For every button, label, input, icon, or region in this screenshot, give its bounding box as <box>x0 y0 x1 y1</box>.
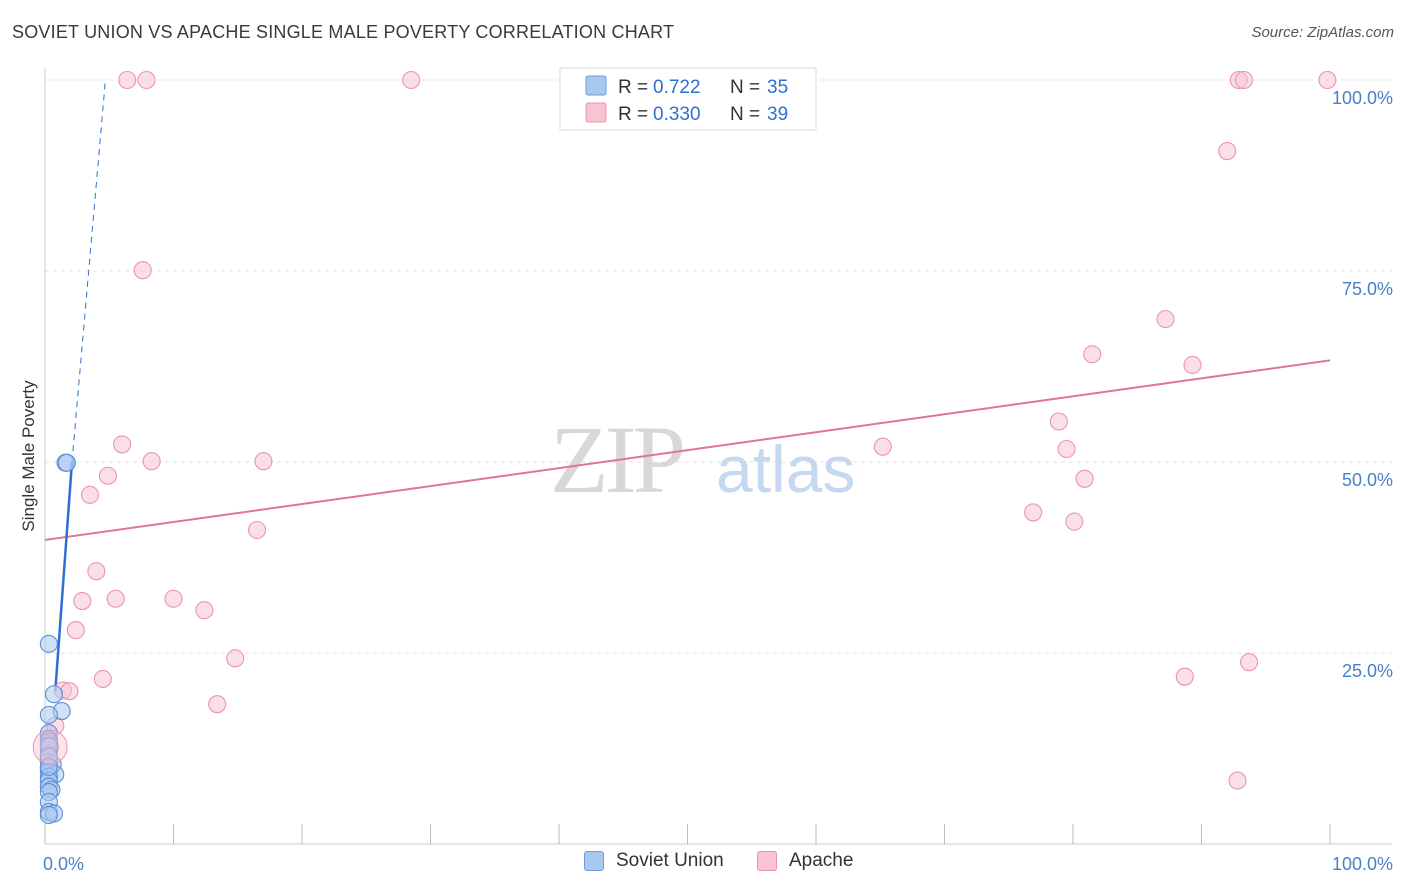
watermark: ZIP atlas <box>550 406 855 513</box>
point-apache <box>93 669 112 689</box>
chart-title: SOVIET UNION VS APACHE SINGLE MALE POVER… <box>12 22 675 42</box>
point-apache <box>137 70 156 90</box>
point-soviet-union <box>39 634 58 653</box>
stats-n-value-soviet: 35 <box>767 77 788 98</box>
point-apache <box>106 589 125 608</box>
point-apache <box>1049 412 1068 431</box>
point-apache-cluster <box>32 729 68 765</box>
point-apache <box>254 452 273 471</box>
source-label: Source: ZipAtlas.com <box>1251 24 1394 41</box>
point-apache <box>98 466 118 485</box>
point-apache <box>113 435 132 454</box>
point-apache <box>247 520 267 540</box>
y-tick-label: 50.0% <box>1342 470 1393 490</box>
y-axis-title: Single Male Poverty <box>19 380 38 532</box>
point-apache <box>1239 653 1259 672</box>
legend-item-apache[interactable]: Apache <box>757 850 853 872</box>
stats-r-value-soviet: 0.722 <box>653 77 701 98</box>
point-apache <box>1218 142 1237 161</box>
series-legend: Soviet Union Apache <box>0 850 1406 878</box>
point-apache <box>1234 70 1253 90</box>
trend-line-apache <box>44 359 1331 541</box>
point-apache <box>73 591 92 611</box>
point-soviet-union <box>57 453 76 472</box>
point-apache <box>87 562 106 581</box>
point-apache <box>118 70 137 90</box>
stats-n-label-soviet: N = <box>730 77 760 98</box>
data-points <box>32 70 1337 825</box>
point-apache <box>66 621 85 640</box>
stats-legend-swatch-soviet <box>585 75 607 96</box>
point-apache <box>1318 70 1337 90</box>
point-apache <box>133 261 152 280</box>
stats-n-value-apache: 39 <box>767 104 788 125</box>
x-tick-label: 100.0% <box>1332 854 1393 874</box>
stats-r-value-apache: 0.330 <box>653 104 701 125</box>
legend-item-soviet-union[interactable]: Soviet Union <box>584 850 724 872</box>
stats-r-label-soviet: R = <box>618 77 648 98</box>
y-tick-label: 25.0% <box>1342 661 1393 681</box>
y-tick-label: 100.0% <box>1332 88 1393 108</box>
point-apache <box>226 649 245 668</box>
point-apache <box>1065 512 1084 531</box>
trend-lines <box>44 79 1331 692</box>
point-apache <box>195 601 214 620</box>
legend-swatch-apache <box>757 851 777 871</box>
stats-n-label-apache: N = <box>730 104 760 125</box>
point-apache <box>1057 439 1076 459</box>
point-apache <box>1175 667 1194 686</box>
tick-labels: 100.0% 75.0% 50.0% 25.0% 0.0% 100.0% <box>43 88 1393 874</box>
point-soviet-union <box>44 685 64 704</box>
trend-line-soviet-union-extension <box>71 79 106 463</box>
stats-legend-swatch-apache <box>585 102 607 123</box>
point-apache <box>1228 771 1247 790</box>
x-tick-label: 0.0% <box>43 854 84 874</box>
point-apache <box>1083 345 1102 364</box>
point-apache <box>402 70 421 90</box>
point-apache <box>1183 355 1202 375</box>
stats-r-label-apache: R = <box>618 104 648 125</box>
point-apache <box>142 452 161 471</box>
point-soviet-union <box>39 705 58 724</box>
trend-line-soviet-union <box>54 461 74 692</box>
point-apache <box>1024 503 1043 522</box>
point-apache <box>164 589 183 608</box>
watermark-atlas: atlas <box>716 432 855 506</box>
y-tick-label: 75.0% <box>1342 279 1393 299</box>
point-apache <box>208 695 227 714</box>
stats-legend: R = 0.722 N = 35 R = 0.330 N = 39 <box>559 67 817 131</box>
point-apache <box>60 682 79 701</box>
legend-label-apache: Apache <box>789 850 854 871</box>
legend-label-soviet-union: Soviet Union <box>616 850 724 871</box>
point-apache <box>1156 310 1175 329</box>
legend-swatch-soviet-union <box>584 851 604 871</box>
point-apache <box>1075 469 1094 488</box>
point-soviet-union <box>39 805 58 825</box>
point-apache <box>873 437 892 456</box>
point-apache <box>80 485 100 504</box>
